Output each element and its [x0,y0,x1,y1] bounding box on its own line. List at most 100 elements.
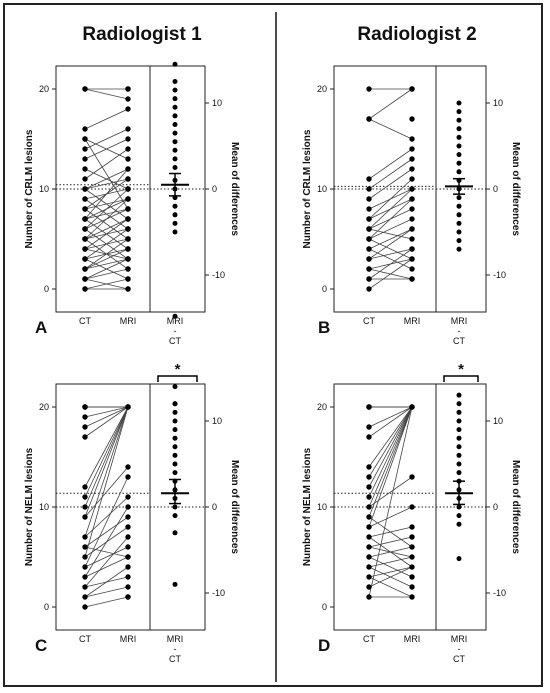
ct-point [366,584,372,590]
pair-line [84,506,129,578]
mri-point [125,196,131,202]
category-label: MRI [120,316,137,326]
pair-line [84,258,129,270]
category-label: - [174,644,177,654]
ct-point [366,474,372,480]
difference-point [172,61,178,67]
mri-point [125,206,131,212]
difference-point [456,203,462,209]
pair-line [84,218,129,240]
ct-point [366,564,372,570]
ct-point [366,186,372,192]
difference-point [456,229,462,235]
ct-point [82,286,88,292]
mri-point [125,404,131,410]
ct-point [366,116,372,122]
ct-point [366,544,372,550]
pair-line [368,406,413,518]
mri-point [409,404,415,410]
left-tick-label: 20 [39,84,49,94]
ct-point [82,404,88,410]
mri-point [409,474,415,480]
pair-line [84,406,129,488]
ct-point [82,246,88,252]
pair-line [368,406,413,488]
pair-line [84,516,129,548]
pair-line [368,148,413,180]
pair-line [84,406,129,538]
pair-line [368,168,413,200]
pair-line [368,476,413,508]
mri-point [125,226,131,232]
pair-line [368,546,413,558]
figure-frame [3,3,543,687]
difference-point [456,504,462,510]
pair-line [368,218,413,240]
mri-point [409,574,415,580]
ct-point [366,286,372,292]
right-tick-label: -10 [212,588,225,598]
difference-point [456,134,462,140]
difference-point [172,147,178,153]
pair-line [368,248,413,260]
difference-point [172,384,178,390]
y2-axis-label: Mean of differences [229,142,240,236]
difference-point [456,109,462,115]
ct-point [366,594,372,600]
ct-point [82,534,88,540]
pair-line [84,128,129,150]
pair-line [368,238,413,260]
ct-point [366,246,372,252]
ct-point [366,226,372,232]
right-tick-label: 0 [493,184,498,194]
y-axis-label: Number of CRLM lesions [24,129,35,248]
left-tick-label: 0 [44,602,49,612]
ct-point [366,216,372,222]
pair-line [368,556,413,578]
difference-point [456,152,462,158]
panel-letter: A [35,318,47,337]
ct-point [82,236,88,242]
mri-point [409,236,415,242]
mri-point [409,256,415,262]
difference-point [456,444,462,450]
y-axis-label: Number of CRLM lesions [302,129,313,248]
difference-point [172,203,178,209]
mri-point [409,146,415,152]
category-label: CT [79,316,91,326]
category-label: - [458,326,461,336]
category-label: - [174,326,177,336]
ct-point [366,464,372,470]
pair-line [84,168,129,220]
category-label: CT [363,634,375,644]
ct-point [366,504,372,510]
ct-point [82,196,88,202]
mri-point [125,216,131,222]
left-tick-label: 10 [317,502,327,512]
ct-point [366,276,372,282]
pair-line [368,406,413,498]
pair-line [368,188,413,230]
ct-point [82,166,88,172]
difference-point [456,238,462,244]
left-tick-label: 0 [322,602,327,612]
y2-axis-label: Mean of differences [510,142,521,236]
mri-point [125,594,131,600]
pair-line [84,406,129,518]
pair-line [84,248,129,270]
ct-point [82,146,88,152]
pair-line [84,258,129,280]
pair-line [84,178,129,190]
ct-point [82,206,88,212]
ct-point [82,216,88,222]
mri-point [125,494,131,500]
pair-line [84,138,129,160]
category-label: CT [453,654,465,664]
significance-bracket [443,375,479,382]
category-label: MRI [167,316,184,326]
ct-point [366,434,372,440]
category-label: MRI [120,634,137,644]
difference-point [172,212,178,218]
